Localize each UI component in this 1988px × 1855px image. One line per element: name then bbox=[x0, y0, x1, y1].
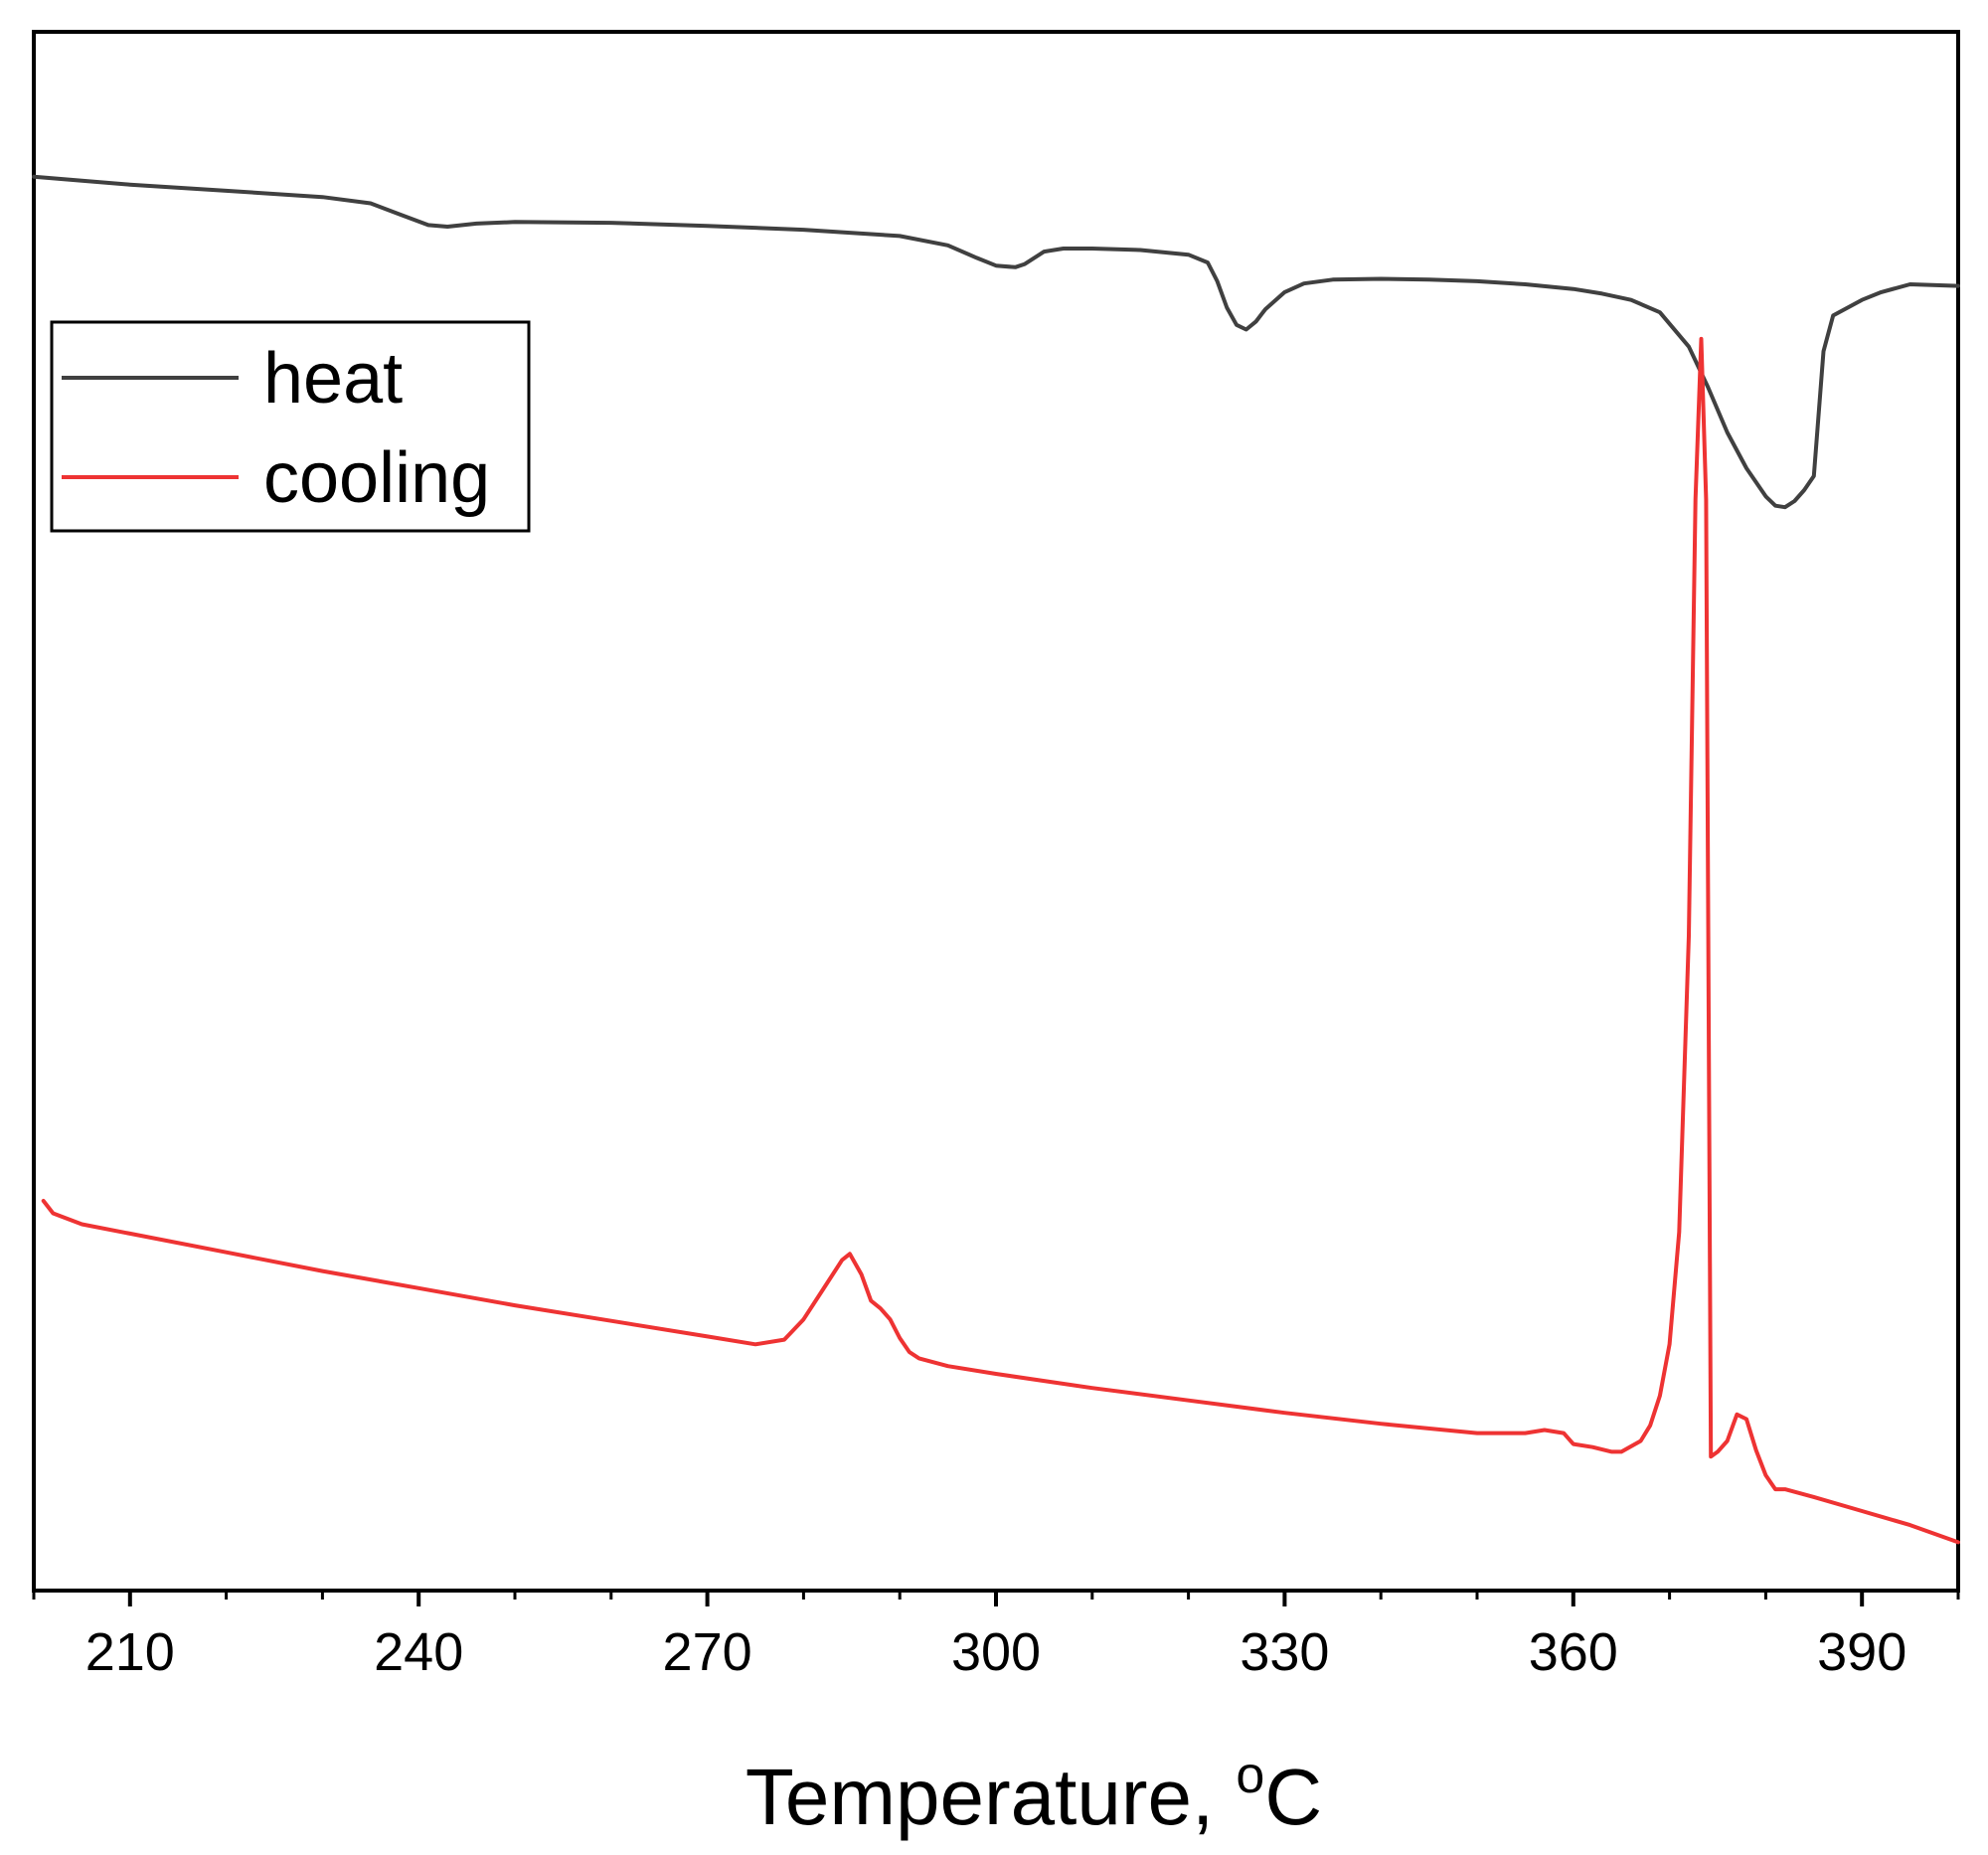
legend-label-cooling: cooling bbox=[263, 438, 490, 518]
series-line-heat bbox=[32, 174, 1960, 510]
x-axis-title-degree: o bbox=[1236, 1747, 1264, 1804]
x-tick-label: 360 bbox=[1529, 1622, 1618, 1682]
legend-label-heat: heat bbox=[263, 339, 403, 419]
x-tick-label: 210 bbox=[85, 1622, 175, 1682]
x-axis-title-text: Temperature, bbox=[746, 1753, 1237, 1841]
legend-box bbox=[50, 320, 531, 533]
series-line-cooling bbox=[41, 336, 1960, 1545]
x-tick-label: 390 bbox=[1817, 1622, 1906, 1682]
series-layer bbox=[32, 174, 1960, 1545]
x-tick-label: 240 bbox=[374, 1622, 463, 1682]
x-tick-label: 300 bbox=[951, 1622, 1041, 1682]
x-tick-label: 270 bbox=[663, 1622, 752, 1682]
x-axis-title: Temperature, oC bbox=[746, 1747, 1322, 1841]
x-axis-ticks bbox=[32, 1591, 1960, 1606]
legend: heat cooling bbox=[50, 320, 531, 533]
x-axis-tick-labels: 210 240 270 300 330 360 390 bbox=[85, 1622, 1907, 1682]
x-tick-label: 330 bbox=[1240, 1622, 1329, 1682]
x-axis-title-unit: C bbox=[1264, 1753, 1322, 1841]
